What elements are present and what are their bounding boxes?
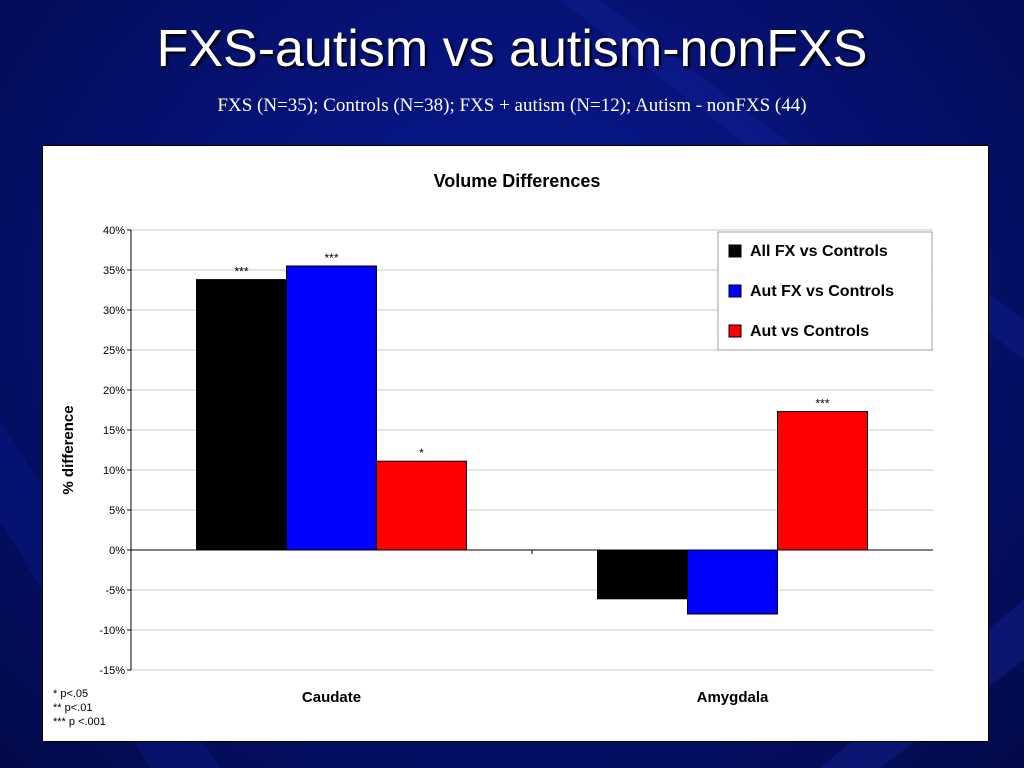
y-tick-label: 10% (103, 465, 125, 477)
bar-0-1 (597, 549, 688, 600)
legend-label-2: Aut vs Controls (750, 323, 869, 340)
y-tick-label: -10% (99, 625, 125, 637)
footnote-p01: ** p<.01 (53, 702, 93, 714)
legend-box (717, 231, 933, 351)
x-category-label: Amygdala (697, 689, 769, 706)
significance-label: * (419, 446, 424, 460)
bar-0-0 (196, 279, 287, 551)
legend-label-0: All FX vs Controls (750, 243, 888, 260)
y-tick-label: 35% (103, 265, 125, 277)
significance-label: *** (234, 265, 248, 279)
legend-label-1: Aut FX vs Controls (750, 283, 894, 300)
y-tick-label: 15% (103, 425, 125, 437)
significance-footnotes: * p<.05 ** p<.01 *** p <.001 (53, 687, 106, 729)
legend-swatch-2 (728, 324, 742, 338)
chart-panel: Volume Differences 40% 35% 30% 25% 20% 15% 10% 5… (42, 145, 989, 742)
y-tick-label: 40% (103, 225, 125, 237)
y-tick-label: -15% (99, 665, 125, 677)
volume-differences-chart: Volume Differences 40% 35% 30% 25% 20% 15% 10% 5… (60, 171, 933, 706)
significance-label: *** (815, 397, 829, 411)
significance-label: *** (324, 251, 338, 265)
legend-swatch-1 (728, 284, 742, 298)
x-category-label: Caudate (302, 689, 361, 706)
y-tick-label: 30% (103, 305, 125, 317)
footnote-p05: * p<.05 (53, 688, 89, 700)
bar-1-1 (687, 549, 778, 615)
y-tick-label: 25% (103, 345, 125, 357)
footnote-p001: *** p <.001 (53, 716, 106, 728)
bar-1-0 (286, 265, 377, 551)
slide-subtitle: FXS (N=35); Controls (N=38); FXS + autis… (217, 95, 807, 116)
y-axis-label: % difference (60, 405, 77, 494)
y-tick-label: 20% (103, 385, 125, 397)
chart-title: Volume Differences (434, 171, 601, 191)
legend-swatch-0 (728, 244, 742, 258)
bar-2-0 (376, 460, 467, 551)
y-tick-label: -5% (105, 585, 125, 597)
y-tick-label: 0% (109, 545, 125, 557)
slide-title: FXS-autism vs autism-nonFXS (156, 20, 868, 78)
y-tick-label: 5% (109, 505, 125, 517)
bar-2-1 (777, 411, 868, 551)
